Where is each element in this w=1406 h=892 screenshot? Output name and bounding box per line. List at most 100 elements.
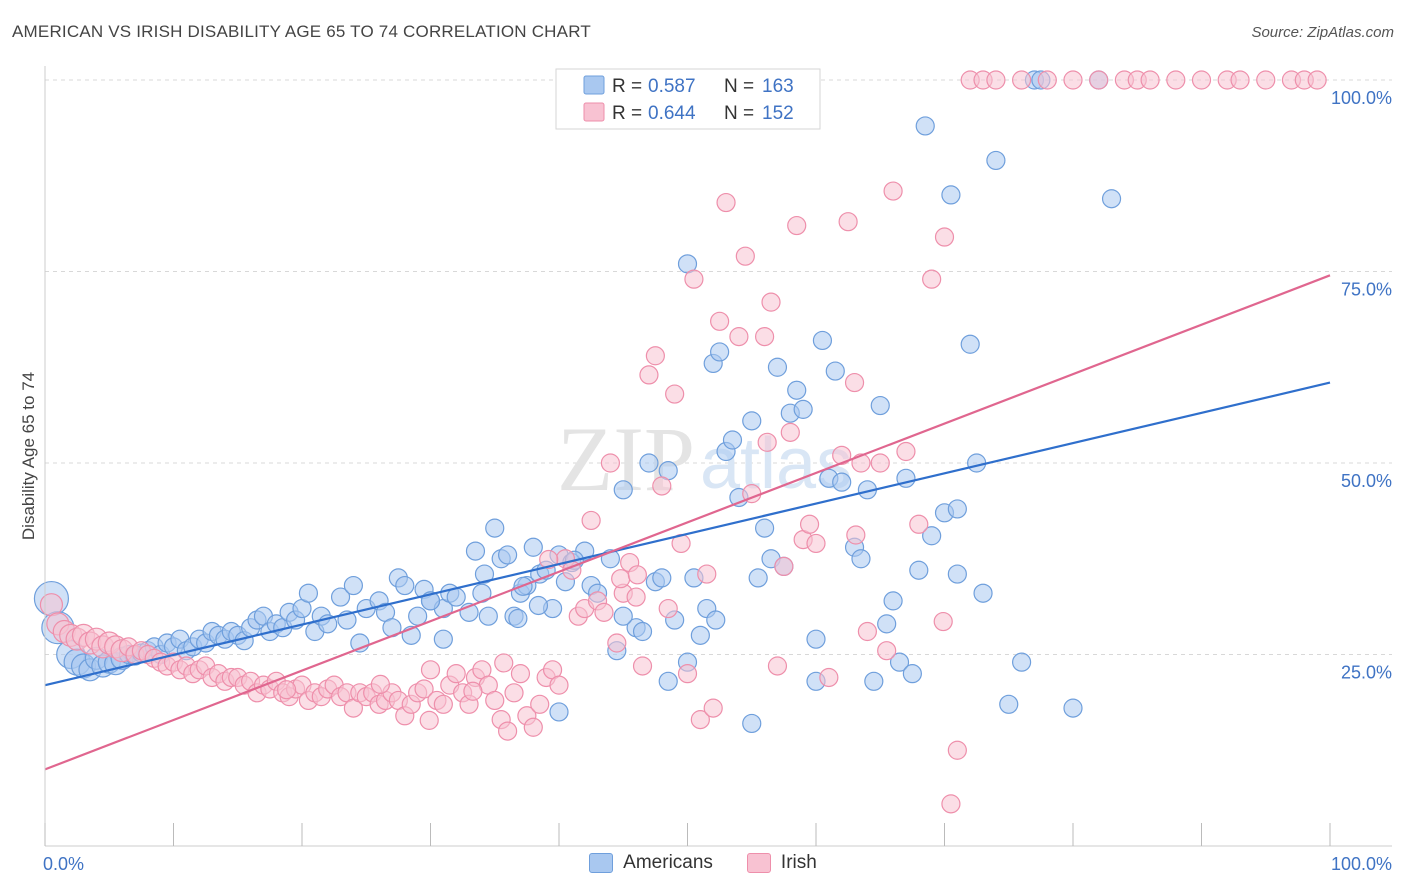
american-point-54 [408, 606, 428, 626]
american-point-107 [793, 399, 813, 419]
american-point-142 [742, 713, 762, 734]
american-point-154 [528, 595, 549, 616]
irish-point-127 [909, 514, 929, 534]
irish-point-150 [276, 680, 297, 700]
irish-point-143 [1191, 70, 1212, 90]
american-point-61 [465, 541, 486, 561]
american-point-70 [523, 537, 543, 557]
y-tick-label-75: 75.0% [1341, 280, 1392, 300]
legend-swatch-americans [589, 853, 614, 873]
american-point-92 [690, 625, 710, 645]
irish-point-105 [716, 192, 736, 213]
irish-point-134 [986, 70, 1006, 90]
american-point-131 [973, 583, 993, 603]
american-point-87 [652, 568, 672, 588]
irish-point-161 [419, 710, 439, 730]
american-point-112 [832, 472, 852, 492]
irish-point-153 [539, 549, 559, 570]
irish-point-72 [504, 683, 524, 703]
legend-entry-irish[interactable]: Irish [746, 852, 817, 874]
american-point-123 [909, 560, 929, 580]
y-tick-label-100: 100.0% [1331, 88, 1392, 108]
irish-point-130 [941, 794, 961, 814]
american-point-120 [889, 652, 910, 672]
american-point-52 [395, 575, 415, 596]
american-point-64 [485, 518, 505, 538]
american-point-148 [947, 499, 967, 519]
american-point-117 [870, 395, 890, 416]
american-trend-line [44, 381, 1331, 687]
legend-swatch-irish [746, 853, 771, 873]
irish-point-123 [857, 621, 878, 642]
irish-point-156 [757, 432, 777, 452]
irish-point-96 [658, 598, 678, 619]
axis-layer: 25.0% 50.0% 75.0% 100.0% 0.0% 100.0% [43, 66, 1392, 874]
american-point-134 [1011, 652, 1032, 672]
irish-point-114 [787, 215, 807, 236]
irish-point-75 [523, 717, 543, 737]
stats-r-value-irish: 0.644 [648, 103, 696, 124]
source-credit: Source: ZipAtlas.com [1251, 24, 1394, 41]
stats-r-label-americans: R = [612, 76, 642, 97]
irish-point-88 [607, 633, 627, 653]
irish-point-120 [838, 212, 858, 232]
irish-point-86 [594, 602, 614, 622]
stats-n-value-americans: 163 [762, 76, 794, 97]
irish-point-110 [761, 292, 781, 312]
american-point-147 [658, 671, 678, 691]
stats-n-label-americans: N = [724, 76, 754, 97]
irish-point-126 [896, 441, 916, 462]
irish-point-128 [922, 269, 942, 289]
points-layer [33, 70, 1327, 814]
american-point-119 [883, 591, 903, 611]
irish-point-119 [832, 445, 852, 465]
american-point-101 [754, 518, 775, 538]
american-point-95 [710, 342, 730, 362]
stats-n-label-irish: N = [724, 103, 754, 124]
watermark-atlas: atlas [700, 424, 852, 504]
irish-point-73 [510, 664, 531, 684]
irish-point-111 [767, 656, 788, 676]
irish-point-76 [530, 694, 550, 714]
irish-point-106 [729, 327, 749, 347]
american-point-97 [722, 430, 743, 450]
irish-point-125 [883, 181, 903, 201]
american-point-150 [474, 564, 495, 584]
american-point-133 [999, 694, 1019, 714]
irish-point-79 [549, 675, 569, 695]
american-point-85 [639, 453, 659, 473]
legend-entry-americans[interactable]: Americans [589, 852, 713, 874]
stats-r-label-irish: R = [612, 103, 642, 124]
irish-point-121 [844, 372, 865, 393]
series-legend: Americans Irish [0, 852, 1406, 874]
irish-point-63 [446, 664, 466, 684]
irish-point-152 [463, 681, 483, 701]
irish-point-97 [665, 384, 685, 404]
irish-point-157 [846, 525, 866, 545]
american-point-127 [941, 185, 961, 205]
irish-point-154 [611, 569, 631, 589]
american-point-45 [343, 575, 363, 596]
grid-layer [45, 79, 1392, 655]
irish-point-100 [684, 269, 704, 289]
american-point-116 [864, 671, 884, 691]
irish-point-136 [1037, 70, 1057, 90]
american-point-151 [508, 608, 528, 629]
x-tick-label-max: 100.0% [1331, 854, 1392, 874]
american-point-84 [632, 621, 653, 642]
irish-point-142 [1166, 70, 1186, 90]
irish-point-109 [754, 327, 775, 347]
american-point-132 [986, 150, 1006, 171]
american-point-114 [851, 549, 871, 569]
irish-point-58 [414, 679, 434, 699]
american-point-82 [613, 480, 633, 500]
legend-label-americans: Americans [623, 852, 713, 873]
irish-point-69 [485, 690, 505, 711]
legend-label-irish: Irish [780, 852, 817, 873]
american-point-103 [767, 357, 788, 377]
irish-point-102 [697, 564, 717, 584]
american-point-143 [806, 629, 826, 649]
american-point-39 [298, 583, 319, 603]
irish-point-112 [774, 556, 794, 577]
